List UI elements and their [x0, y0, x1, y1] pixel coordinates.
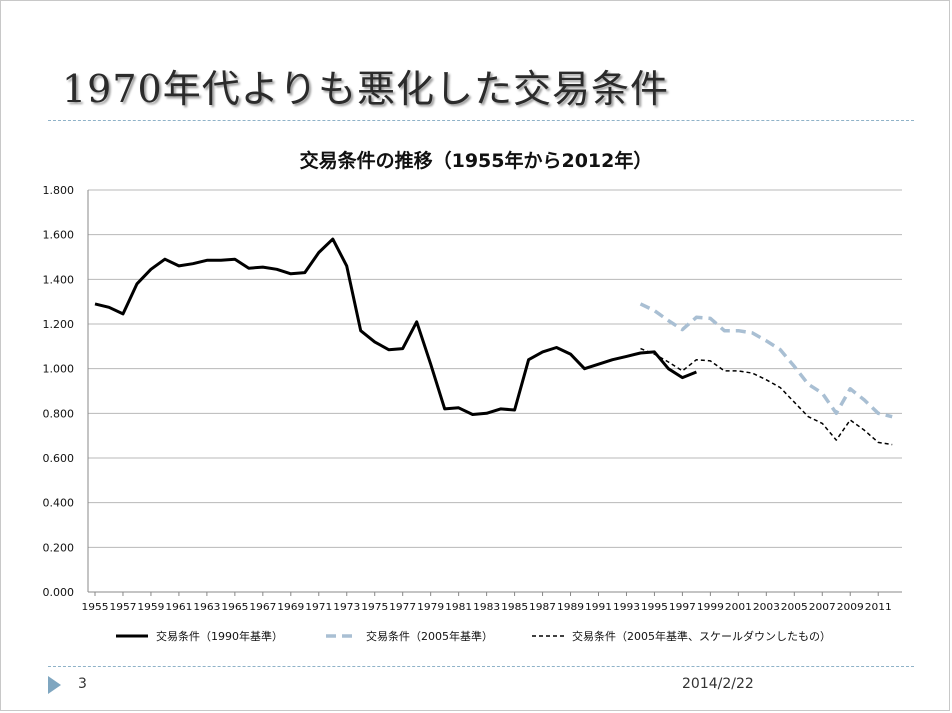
x-tick-label: 2011	[865, 602, 892, 613]
x-tick-label: 1997	[669, 602, 696, 613]
y-tick-label: 0.200	[43, 541, 75, 554]
page-number: 3	[78, 676, 87, 692]
x-tick-label: 2001	[725, 602, 752, 613]
y-tick-label: 0.000	[43, 586, 75, 599]
footer-divider	[48, 666, 914, 667]
x-tick-label: 2009	[837, 602, 864, 613]
x-tick-label: 1979	[417, 602, 444, 613]
x-tick-label: 1995	[641, 602, 668, 613]
series-line-3	[640, 347, 893, 446]
series-line-1	[94, 237, 697, 416]
legend-label-3: 交易条件（2005年基準、スケールダウンしたもの）	[572, 629, 831, 643]
x-tick-label: 1955	[82, 602, 109, 613]
x-tick-label: 1975	[361, 602, 388, 613]
y-tick-label: 0.800	[43, 407, 75, 420]
x-tick-label: 1983	[473, 602, 500, 613]
x-tick-label: 1999	[697, 602, 724, 613]
legend-label-1: 交易条件（1990年基準）	[156, 629, 283, 643]
y-tick-label: 1.000	[43, 363, 75, 376]
y-tick-label: 1.400	[43, 273, 75, 286]
y-tick-label: 1.200	[43, 318, 75, 331]
x-tick-label: 1963	[193, 602, 220, 613]
x-tick-label: 1959	[137, 602, 164, 613]
y-tick-label: 0.600	[43, 452, 75, 465]
x-tick-label: 1991	[585, 602, 612, 613]
triangle-right-icon	[48, 676, 61, 694]
x-tick-label: 1973	[333, 602, 360, 613]
x-tick-label: 1961	[165, 602, 192, 613]
x-tick-label: 1977	[389, 602, 416, 613]
x-tick-label: 2007	[809, 602, 836, 613]
x-tick-label: 1987	[529, 602, 556, 613]
x-tick-label: 2003	[753, 602, 780, 613]
y-tick-label: 1.800	[43, 184, 75, 197]
x-tick-label: 1957	[109, 602, 136, 613]
series-line-2	[639, 302, 893, 419]
x-tick-label: 1985	[501, 602, 528, 613]
x-tick-label: 1989	[557, 602, 584, 613]
slide-title: 1970年代よりも悪化した交易条件	[62, 67, 669, 111]
y-tick-label: 1.600	[43, 229, 75, 242]
x-tick-label: 1971	[305, 602, 332, 613]
x-tick-label: 1967	[249, 602, 276, 613]
y-tick-label: 0.400	[43, 497, 75, 510]
chart-title: 交易条件の推移（1955年から2012年）	[299, 150, 653, 172]
title-divider	[48, 120, 914, 121]
x-tick-label: 1981	[445, 602, 472, 613]
legend-label-2: 交易条件（2005年基準）	[366, 629, 493, 643]
x-tick-label: 2005	[781, 602, 808, 613]
x-tick-label: 1965	[221, 602, 248, 613]
x-tick-label: 1993	[613, 602, 640, 613]
footer-date: 2014/2/22	[682, 676, 754, 692]
x-tick-label: 1969	[277, 602, 304, 613]
